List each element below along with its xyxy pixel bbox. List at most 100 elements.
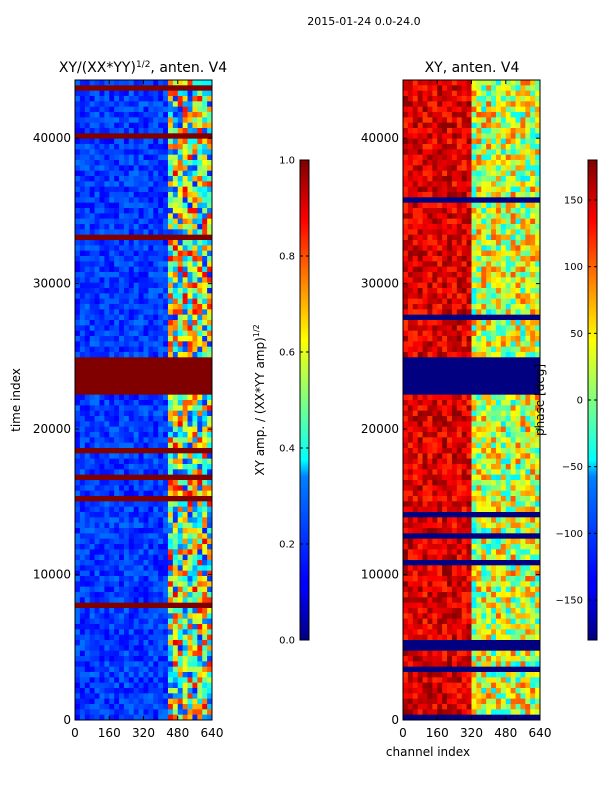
heatmap-cell	[461, 368, 467, 374]
heatmap-cell	[202, 432, 208, 438]
heatmap-cell	[207, 282, 212, 289]
heatmap-cell	[163, 677, 169, 684]
heatmap-cell	[192, 650, 198, 657]
heatmap-cell	[207, 186, 212, 193]
heatmap-cell	[128, 112, 135, 118]
heatmap-cell	[535, 346, 540, 353]
heatmap-cell	[138, 656, 144, 662]
heatmap-cell	[128, 80, 135, 86]
heatmap-cell	[109, 186, 115, 193]
heatmap-cell	[520, 96, 526, 102]
heatmap-cell	[99, 341, 105, 348]
heatmap-cell	[427, 378, 433, 385]
heatmap-cell	[187, 309, 193, 316]
heatmap-cell	[123, 330, 130, 337]
heatmap-cell	[114, 266, 120, 273]
heatmap-cell	[128, 197, 135, 204]
heatmap-cell	[84, 362, 91, 369]
heatmap-cell	[466, 240, 472, 246]
heatmap-cell	[187, 624, 193, 630]
heatmap-cell	[427, 80, 433, 86]
heatmap-cell	[148, 160, 154, 166]
heatmap-cell	[148, 448, 154, 454]
heatmap-cell	[89, 346, 95, 353]
heatmap-cell	[471, 357, 477, 364]
heatmap-cell	[535, 320, 540, 326]
heatmap-cell	[187, 400, 193, 406]
heatmap-cell	[202, 389, 208, 396]
heatmap-cell	[128, 330, 135, 337]
heatmap-cell	[114, 650, 120, 657]
heatmap-cell	[422, 352, 428, 358]
heatmap-cell	[515, 176, 521, 182]
heatmap-cell	[466, 330, 472, 337]
heatmap-cell	[437, 320, 443, 326]
heatmap-cell	[172, 277, 179, 284]
heatmap-cell	[197, 448, 203, 454]
heatmap-cell	[192, 666, 198, 673]
heatmap-cell	[163, 314, 169, 321]
heatmap-cell	[182, 416, 188, 422]
heatmap-cell	[79, 176, 86, 182]
heatmap-cell	[447, 304, 453, 310]
heatmap-cell	[158, 597, 164, 604]
heatmap-cell	[202, 693, 208, 700]
heatmap-cell	[476, 117, 482, 124]
heatmap-cell	[114, 138, 120, 145]
heatmap-cell	[84, 384, 91, 390]
heatmap-cell	[500, 218, 507, 225]
heatmap-cell	[403, 80, 409, 86]
heatmap-cell	[75, 133, 81, 140]
heatmap-cell	[412, 330, 419, 337]
heatmap-cell	[143, 416, 149, 422]
heatmap-cell	[192, 410, 198, 417]
heatmap-cell	[466, 106, 472, 113]
heatmap-cell	[202, 581, 208, 588]
heatmap-cell	[202, 90, 208, 97]
heatmap-cell	[432, 101, 438, 108]
heatmap-cell	[197, 245, 203, 252]
heatmap-cell	[128, 426, 135, 433]
heatmap-cell	[202, 533, 208, 540]
heatmap-cell	[202, 229, 208, 236]
heatmap-cell	[89, 261, 95, 268]
heatmap-cell	[123, 538, 130, 545]
heatmap-cell	[520, 80, 526, 86]
heatmap-cell	[182, 426, 188, 433]
heatmap-cell	[432, 357, 438, 364]
heatmap-cell	[442, 357, 448, 364]
heatmap-cell	[466, 314, 472, 321]
heatmap-cell	[500, 128, 507, 134]
heatmap-cell	[158, 421, 164, 428]
heatmap-cell	[89, 560, 95, 566]
heatmap-cell	[197, 85, 203, 92]
heatmap-cell	[491, 309, 497, 316]
heatmap-cell	[447, 277, 453, 284]
heatmap-cell	[153, 629, 159, 636]
heatmap-cell	[119, 261, 125, 268]
heatmap-cell	[143, 410, 149, 417]
heatmap-cell	[461, 245, 467, 252]
heatmap-cell	[412, 352, 419, 358]
heatmap-cell	[94, 538, 100, 545]
heatmap-cell	[167, 202, 174, 209]
heatmap-cell	[109, 384, 115, 390]
heatmap-cell	[75, 357, 81, 364]
heatmap-cell	[163, 597, 169, 604]
heatmap-cell	[520, 266, 526, 273]
heatmap-cell	[172, 90, 179, 97]
heatmap-cell	[207, 416, 212, 422]
heatmap-cell	[163, 544, 169, 550]
heatmap-cell	[495, 176, 502, 182]
heatmap-cell	[167, 245, 174, 252]
heatmap-cell	[167, 208, 174, 214]
heatmap-cell	[79, 512, 86, 518]
y-tick-label: 40000	[33, 131, 71, 145]
heatmap-cell	[525, 85, 531, 92]
heatmap-cell	[172, 165, 179, 172]
heatmap-cell	[442, 368, 448, 374]
heatmap-cell	[167, 373, 174, 380]
heatmap-cell	[138, 394, 144, 401]
heatmap-cell	[128, 485, 135, 492]
heatmap-cell	[202, 373, 208, 380]
